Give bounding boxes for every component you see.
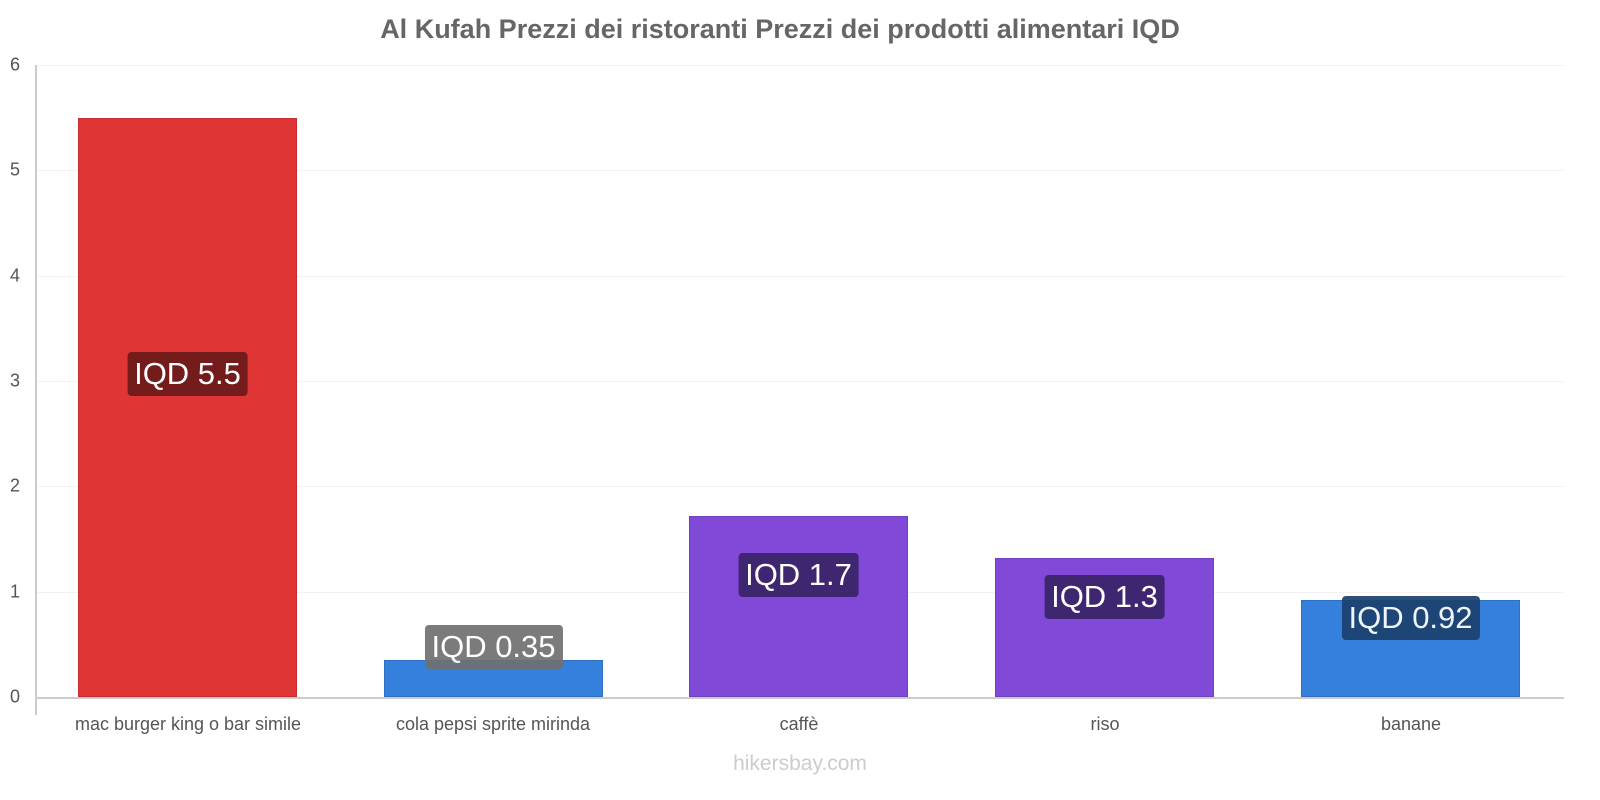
y-axis xyxy=(35,65,37,715)
x-category-label: banane xyxy=(1380,714,1442,734)
x-category-label: mac burger king o bar simile xyxy=(74,714,302,734)
bar-caffe[interactable] xyxy=(689,515,908,697)
data-label: IQD 1.3 xyxy=(1044,575,1165,619)
gridline xyxy=(36,276,1564,277)
data-label: IQD 5.5 xyxy=(127,352,248,396)
gridline xyxy=(36,381,1564,382)
source-watermark: hikersbay.com xyxy=(733,752,867,775)
data-label: IQD 0.92 xyxy=(1341,596,1480,640)
y-tick-label: 2 xyxy=(9,475,20,496)
chart-title: Al Kufah Prezzi dei ristoranti Prezzi de… xyxy=(380,14,1180,44)
x-category-label: riso xyxy=(1090,714,1120,734)
y-tick-label: 5 xyxy=(9,159,20,180)
gridline xyxy=(36,170,1564,171)
gridline xyxy=(36,486,1564,487)
y-tick-label: 4 xyxy=(9,265,20,286)
y-tick-label: 0 xyxy=(9,686,20,707)
x-axis xyxy=(36,697,1564,699)
x-category-label: caffè xyxy=(779,714,819,734)
y-tick-label: 6 xyxy=(9,54,20,75)
y-tick-label: 3 xyxy=(9,370,20,391)
y-tick-label: 1 xyxy=(9,581,20,602)
gridline xyxy=(36,65,1564,66)
bar-mac-burger[interactable] xyxy=(78,117,297,697)
data-label: IQD 0.35 xyxy=(424,625,563,669)
data-label: IQD 1.7 xyxy=(738,553,859,597)
x-category-label: cola pepsi sprite mirinda xyxy=(395,714,591,734)
